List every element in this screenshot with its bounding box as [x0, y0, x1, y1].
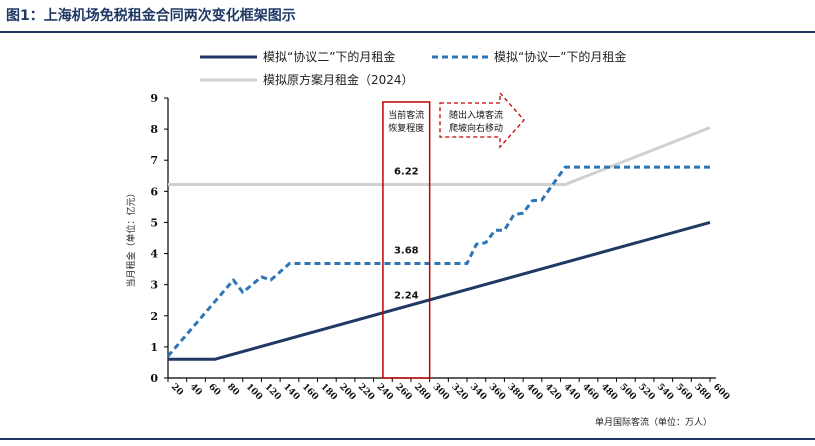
y-tick-label: 9: [150, 92, 158, 105]
value-labels: 6.22 3.68 2.24: [394, 166, 419, 301]
highlight-label-line2: 恢复程度: [388, 122, 424, 134]
y-tick-label: 2: [150, 310, 158, 323]
x-tick-label: 40: [188, 382, 204, 398]
y-tick-label: 3: [150, 279, 158, 292]
x-tick-labels: 20 40 60 80 10012014016018020022024026028030…: [167, 378, 731, 402]
bottom-rule: [0, 438, 815, 440]
y-axis-label: 当月租金（单位：亿元）: [125, 188, 137, 287]
x-tick-label: 460: [580, 382, 600, 402]
x-tick-label: 320: [449, 382, 469, 402]
x-tick-label: 260: [393, 382, 413, 402]
y-tick-label: 6: [150, 185, 158, 198]
x-tick-label: 240: [374, 382, 394, 402]
y-tick-label: 5: [150, 216, 158, 229]
x-tick-label: 440: [561, 382, 581, 402]
y-tick-label: 7: [150, 154, 158, 167]
highlight-label-line1: 当前客流: [388, 109, 424, 121]
x-tick-label: 380: [505, 382, 525, 402]
y-tick-label: 4: [150, 248, 158, 261]
figure-title: 图1：上海机场免税租金合同两次变化框架图示: [6, 8, 296, 24]
legend: 模拟“协议二”下的月租金 模拟“协议一”下的月租金 模拟原方案月租金（2024）: [200, 49, 626, 87]
x-tick-label: 120: [262, 382, 282, 402]
y-tick-label: 0: [150, 372, 158, 385]
x-tick-label: 520: [636, 382, 656, 402]
x-tick-label: 100: [244, 382, 264, 402]
y-tick-labels: 0 1 2 3 4 5 6 7 8 9: [150, 92, 168, 385]
x-tick-label: 500: [617, 382, 637, 402]
series-line-0: [168, 220, 711, 361]
value-label: 6.22: [394, 166, 419, 177]
x-tick-label: 600: [711, 382, 731, 402]
highlight-box: [382, 101, 431, 379]
x-tick-label: 160: [300, 382, 320, 402]
x-tick-label: 60: [206, 382, 222, 398]
x-tick-label: 560: [673, 382, 693, 402]
x-tick-label: 580: [692, 382, 712, 402]
x-tick-label: 180: [318, 382, 338, 402]
x-tick-label: 200: [337, 382, 357, 402]
x-tick-label: 480: [599, 382, 619, 402]
y-tick-label: 1: [150, 341, 158, 354]
x-tick-label: 360: [487, 382, 507, 402]
y-tick-label: 8: [150, 123, 158, 136]
x-axis-label: 单月国际客流（单位：万人）: [595, 416, 712, 428]
x-tick-label: 280: [412, 382, 432, 402]
x-tick-label: 400: [524, 382, 544, 402]
series-line-1: [166, 165, 710, 358]
x-tick-label: 20: [169, 382, 185, 398]
value-label: 2.24: [394, 290, 419, 301]
arrow-note-line1: 随出入境客流: [449, 109, 503, 121]
series-lines: [166, 126, 711, 361]
x-tick-label: 140: [281, 382, 301, 402]
series-line-2: [168, 126, 711, 186]
legend-label-series-0: 模拟“协议二”下的月租金: [263, 49, 395, 64]
x-tick-label: 420: [543, 382, 563, 402]
title-rule: [0, 31, 815, 33]
x-tick-label: 340: [468, 382, 488, 402]
arrow-note-shape: [439, 91, 525, 149]
x-tick-label: 540: [655, 382, 675, 402]
arrow-note-line2: 爬坡向右移动: [449, 122, 503, 134]
x-tick-label: 300: [431, 382, 451, 402]
legend-label-series-1: 模拟“协议一”下的月租金: [494, 49, 626, 64]
x-tick-label: 220: [356, 382, 376, 402]
x-tick-label: 80: [225, 382, 241, 398]
legend-label-series-2: 模拟原方案月租金（2024）: [263, 72, 414, 87]
value-label: 3.68: [394, 246, 419, 257]
